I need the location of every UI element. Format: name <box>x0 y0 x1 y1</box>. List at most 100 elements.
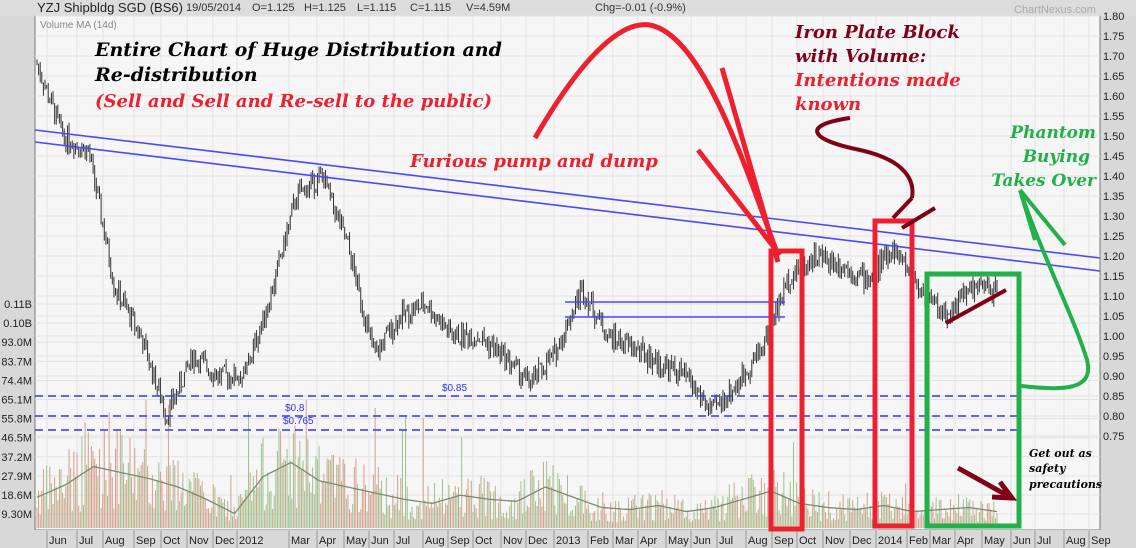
volume-tick-label: 18.6M <box>1 490 32 502</box>
support-label: $0.85 <box>442 383 467 394</box>
volume-tick-label: 83.7M <box>1 356 32 368</box>
price-tick-label: 1.10 <box>1103 291 1124 303</box>
x-tick-label: Jun <box>371 535 389 547</box>
x-tick-label: Sep <box>774 535 794 547</box>
x-tick-label: Nov <box>189 535 209 547</box>
volume-tick-label: 0.11B <box>4 299 32 311</box>
price-tick-label: 1.15 <box>1103 271 1124 283</box>
phantom-buying-box <box>924 271 1022 529</box>
pump-arrow-stroke <box>696 148 782 257</box>
getout-label-2: safety <box>1029 462 1067 475</box>
price-tick-label: 0.95 <box>1103 351 1124 363</box>
x-tick-label: Jul <box>719 535 733 547</box>
support-trend-marker <box>945 288 1007 325</box>
x-tick-label: Jul <box>396 535 410 547</box>
price-tick-label: 1.45 <box>1103 151 1124 163</box>
price-tick-label: 1.70 <box>1103 51 1124 63</box>
price-tick-label: 0.75 <box>1103 431 1124 443</box>
x-tick-label: Nov <box>825 535 845 547</box>
x-tick-label: Oct <box>163 535 180 547</box>
phantom-label-1: Phantom <box>1009 123 1096 143</box>
price-tick-label: 1.50 <box>1103 131 1124 143</box>
iron-plate-box <box>872 218 915 529</box>
stock-title: YZJ Shipbldg SGD (BS6) <box>37 0 183 15</box>
iron-label-2: with Volume: <box>795 46 926 67</box>
x-tick-label: Sep <box>1091 535 1111 547</box>
x-tick-label: Aug <box>1066 535 1086 547</box>
price-tick-label: 1.05 <box>1103 311 1124 323</box>
quote-low: L=1.115 <box>357 2 397 14</box>
x-tick-label: Feb <box>909 535 928 547</box>
x-tick-label: Dec <box>528 535 548 547</box>
x-tick-label: May <box>984 535 1005 547</box>
x-tick-label: Sep <box>136 535 156 547</box>
iron-label-4: known <box>795 94 861 115</box>
x-tick-label: Apr <box>957 535 974 547</box>
price-tick-label: 1.30 <box>1103 211 1124 223</box>
volume-tick-label: 74.4M <box>1 375 32 387</box>
price-tick-label: 0.80 <box>1103 411 1124 423</box>
quote-volume: V=4.59M <box>466 2 511 14</box>
volume-tick-label: 46.5M <box>1 433 32 445</box>
x-tick-label: Sep <box>450 535 470 547</box>
x-tick-label: Dec <box>215 535 235 547</box>
price-tick-label: 1.00 <box>1103 331 1124 343</box>
quote-close: C=1.115 <box>410 2 452 14</box>
volume-tick-label: 0.10B <box>3 318 32 330</box>
phantom-label-2: Buying <box>1022 147 1090 167</box>
price-tick-label: 1.65 <box>1103 71 1124 83</box>
x-tick-label: Jun <box>49 535 67 547</box>
x-tick-label: Mar <box>615 535 634 547</box>
iron-plate-arrow <box>815 116 937 230</box>
price-tick-label: 1.80 <box>1103 11 1124 23</box>
indicator-label: Volume MA (14d) <box>40 20 117 31</box>
x-tick-label: Apr <box>640 535 657 547</box>
x-tick-label: Aug <box>425 535 445 547</box>
get-out-arrow <box>956 465 1018 501</box>
price-tick-label: 1.25 <box>1103 231 1124 243</box>
x-tick-label: Feb <box>590 535 609 547</box>
quote-high: H=1.125 <box>304 2 346 14</box>
main-subtitle: (Sell and Sell and Re-sell to the public… <box>95 91 492 112</box>
volume-tick-label: 37.2M <box>1 452 32 464</box>
pump-arrow-stroke <box>719 67 781 263</box>
quote-open: O=1.125 <box>252 2 295 14</box>
pump-dump-box <box>768 248 805 532</box>
x-tick-label: Jul <box>1037 535 1051 547</box>
x-tick-label: 2013 <box>556 535 580 547</box>
price-tick-label: 0.85 <box>1103 391 1124 403</box>
iron-label-3: Intentions made <box>794 70 961 91</box>
x-tick-label: Jun <box>1013 535 1031 547</box>
chart-header: YZJ Shipbldg SGD (BS6) 19/05/2014 O=1.12… <box>0 0 1136 16</box>
price-tick-label: 1.40 <box>1103 171 1124 183</box>
x-tick-label: Nov <box>503 535 523 547</box>
pump-label: Furious pump and dump <box>409 151 658 172</box>
price-tick-label: 1.20 <box>1103 251 1124 263</box>
x-tick-label: Mar <box>291 535 310 547</box>
getout-label-1: Get out as <box>1029 447 1092 460</box>
trendline-lower <box>34 141 1101 272</box>
x-tick-label: Aug <box>105 535 125 547</box>
main-title-line1: Entire Chart of Huge Distribution and <box>94 39 502 61</box>
x-tick-label: Jul <box>79 535 93 547</box>
quote-change: Chg=-0.01 (-0.9%) <box>595 2 686 14</box>
support-label: $0.8 <box>285 403 305 414</box>
getout-label-3: precautions <box>1029 478 1102 491</box>
x-tick-label: Apr <box>319 535 336 547</box>
volume-tick-label: 9.30M <box>1 509 32 521</box>
x-axis-band <box>0 530 1136 548</box>
support-lines: $0.85 $0.8 $0.765 <box>35 383 1022 431</box>
trendline-upper <box>34 129 1101 259</box>
x-tick-label: Dec <box>852 535 872 547</box>
volume-tick-label: 27.9M <box>1 471 32 483</box>
price-tick-label: 1.55 <box>1103 111 1124 123</box>
iron-label-1: Iron Plate Block <box>794 22 960 43</box>
x-tick-label: Jun <box>693 535 711 547</box>
x-tick-label: May <box>668 535 689 547</box>
x-tick-label: Aug <box>748 535 768 547</box>
phantom-arrow <box>1018 188 1091 391</box>
price-tick-label: 0.90 <box>1103 371 1124 383</box>
volume-ma-line <box>36 462 998 515</box>
volume-tick-label: 55.8M <box>1 414 32 426</box>
